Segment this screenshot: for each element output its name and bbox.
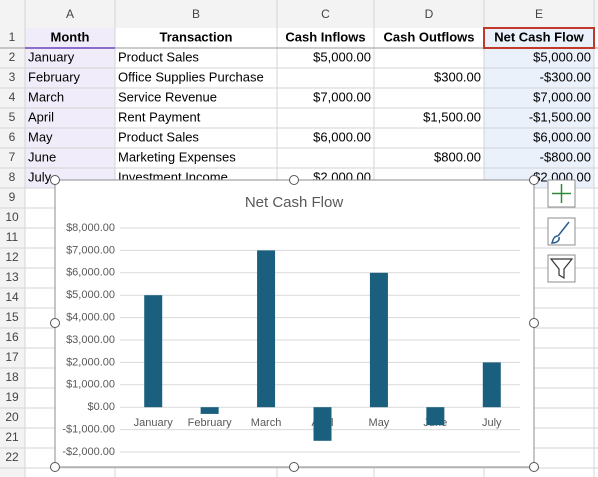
row-number[interactable]: 11 (6, 230, 19, 244)
bar (200, 407, 219, 414)
cell[interactable]: May (28, 129, 53, 144)
cell[interactable]: $7,000.00 (313, 89, 371, 104)
y-tick-label: $0.00 (87, 401, 115, 413)
row-number[interactable]: 7 (9, 150, 16, 164)
active-cell-border (483, 27, 595, 49)
bar (257, 250, 276, 408)
cell[interactable]: July (28, 169, 52, 184)
x-tick-label: May (369, 417, 390, 429)
y-tick-label: $5,000.00 (66, 289, 115, 301)
row-number[interactable]: 20 (5, 410, 19, 424)
chart-area[interactable] (54, 179, 535, 468)
header-cell[interactable]: Cash Inflows (285, 29, 365, 44)
y-tick-label: $1,000.00 (66, 379, 115, 391)
row-header-bar (0, 0, 25, 477)
header-cell[interactable]: Cash Outflows (383, 29, 474, 44)
y-tick-label: $4,000.00 (66, 312, 115, 324)
row-number[interactable]: 16 (5, 330, 19, 344)
cell[interactable]: March (28, 89, 64, 104)
y-tick-label: $3,000.00 (66, 334, 115, 346)
y-tick-label: $8,000.00 (66, 222, 115, 234)
cell[interactable]: $6,000.00 (313, 129, 371, 144)
cell[interactable]: April (28, 109, 54, 124)
resize-handle[interactable] (529, 318, 539, 328)
header-cell[interactable]: Transaction (160, 29, 233, 44)
resize-handle[interactable] (50, 318, 60, 328)
cell[interactable]: Marketing Expenses (118, 149, 236, 164)
cell[interactable]: $5,000.00 (533, 49, 591, 64)
cell[interactable]: -$800.00 (540, 149, 591, 164)
cell[interactable]: January (28, 49, 75, 64)
bar (369, 272, 388, 408)
bar (482, 362, 501, 408)
row-number[interactable]: 14 (5, 290, 19, 304)
row-number[interactable]: 5 (9, 110, 16, 124)
plus-icon (552, 184, 571, 203)
resize-handle[interactable] (289, 462, 299, 472)
bar (313, 407, 332, 441)
cell[interactable]: Product Sales (118, 129, 199, 144)
cell[interactable]: Service Revenue (118, 89, 217, 104)
cell[interactable]: $7,000.00 (533, 89, 591, 104)
brush-icon (550, 221, 570, 244)
resize-handle[interactable] (529, 462, 539, 472)
column-letter[interactable]: C (321, 7, 330, 21)
resize-handle[interactable] (289, 175, 299, 185)
bar (144, 295, 163, 408)
row-number[interactable]: 3 (9, 70, 16, 84)
cell[interactable]: $1,500.00 (423, 109, 481, 124)
row-number[interactable]: 1 (9, 30, 16, 44)
row-number[interactable]: 9 (9, 190, 16, 204)
resize-handle[interactable] (50, 175, 60, 185)
filter-icon (549, 258, 574, 280)
row-number[interactable]: 17 (5, 350, 19, 364)
y-tick-label: $6,000.00 (66, 267, 115, 279)
cell[interactable]: Office Supplies Purchase (118, 69, 264, 84)
y-tick-label: -$2,000.00 (62, 446, 115, 458)
bar (426, 407, 445, 426)
cell[interactable]: -$300.00 (540, 69, 591, 84)
x-tick-label: February (188, 417, 233, 429)
x-tick-label: July (482, 417, 502, 429)
header-cell[interactable]: Net Cash Flow (494, 29, 584, 44)
row-number[interactable]: 19 (5, 390, 19, 404)
row-number[interactable]: 10 (5, 210, 19, 224)
cell[interactable]: February (28, 69, 81, 84)
row-number[interactable]: 18 (5, 370, 19, 384)
row-number[interactable]: 4 (9, 90, 16, 104)
cell[interactable]: -$1,500.00 (529, 109, 591, 124)
chart-title: Net Cash Flow (245, 194, 344, 211)
column-letter[interactable]: B (192, 7, 200, 21)
row-number[interactable]: 22 (5, 450, 19, 464)
row-number[interactable]: 21 (5, 430, 19, 444)
cell[interactable]: $6,000.00 (533, 129, 591, 144)
column-letter[interactable]: D (425, 7, 434, 21)
x-tick-label: January (134, 417, 174, 429)
resize-handle[interactable] (529, 175, 539, 185)
row-number[interactable]: 6 (9, 130, 16, 144)
cell[interactable]: $800.00 (434, 149, 481, 164)
row-number[interactable]: 15 (5, 310, 19, 324)
x-tick-label: March (251, 417, 282, 429)
row-number[interactable]: 13 (5, 270, 19, 284)
row-number[interactable]: 12 (5, 250, 19, 264)
cell[interactable]: $300.00 (434, 69, 481, 84)
row-number[interactable]: 8 (9, 170, 16, 184)
cell[interactable]: Rent Payment (118, 109, 201, 124)
cell[interactable]: $5,000.00 (313, 49, 371, 64)
cell[interactable]: Product Sales (118, 49, 199, 64)
y-tick-label: $2,000.00 (66, 356, 115, 368)
row-number[interactable]: 2 (9, 50, 16, 64)
resize-handle[interactable] (50, 462, 60, 472)
header-cell[interactable]: Month (51, 29, 90, 44)
cell[interactable]: June (28, 149, 56, 164)
column-letter[interactable]: A (66, 7, 74, 21)
column-letter[interactable]: E (535, 7, 543, 21)
y-tick-label: -$1,000.00 (62, 424, 115, 436)
column-header-bar (0, 0, 598, 28)
y-tick-label: $7,000.00 (66, 244, 115, 256)
